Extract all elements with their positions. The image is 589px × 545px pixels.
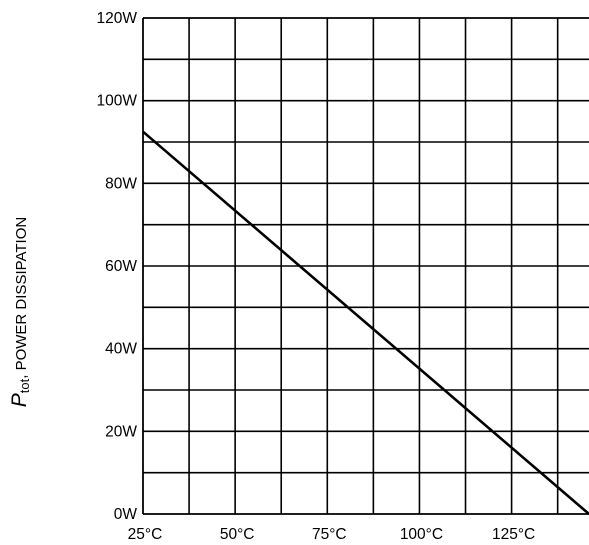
x-tick-label-0: 25°C [128,526,163,543]
series-group [142,130,589,515]
y-tick-label-0: 0W [114,506,138,523]
y-axis-label: Ptot, POWER DISSIPATION [8,217,32,407]
y-tick-label-6: 120W [97,10,138,27]
x-tick-label-1: 50°C [220,526,255,543]
y-axis-label-subscript: tot [17,378,32,393]
y-tick-labels: 0W 20W 40W 60W 80W 100W 120W [97,10,138,523]
y-axis-label-description: , POWER DISSIPATION [13,217,30,379]
x-tick-label-2: 75°C [312,526,347,543]
y-axis-label-symbol: P [8,393,31,407]
grid [143,18,589,514]
y-tick-label-5: 100W [97,93,138,110]
x-tick-label-3: 100°C [400,526,443,543]
series-line-0 [142,130,589,515]
y-tick-label-3: 60W [105,258,137,275]
x-tick-labels: 25°C 50°C 75°C 100°C 125°C [128,526,536,543]
plot-frame [142,17,589,515]
x-tick-label-4: 125°C [492,526,535,543]
y-axis-label-text: Ptot, POWER DISSIPATION [8,217,32,407]
y-tick-label-4: 80W [105,175,137,192]
y-tick-label-1: 20W [105,423,137,440]
y-tick-label-2: 40W [105,341,137,358]
